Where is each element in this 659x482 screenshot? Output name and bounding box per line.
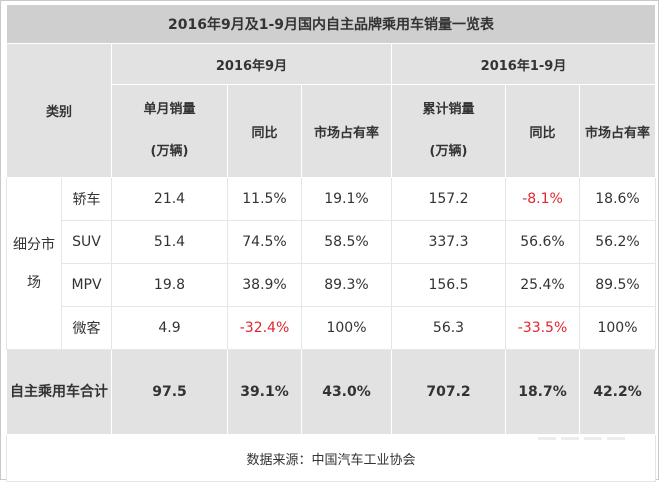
watermark-decoration (538, 429, 648, 447)
total-ytd-sales: 707.2 (391, 349, 506, 435)
total-label-text: 自主乘用车合计 (10, 384, 108, 400)
row-sep-sales: 19.8 (111, 263, 228, 307)
row-sep-share: 100% (301, 306, 392, 350)
header-sep-yoy: 同比 (227, 84, 302, 178)
header-monthly-sales-unit: (万辆) (150, 144, 189, 159)
row-ytd-share: 100% (579, 306, 656, 350)
row-sep-sales: 51.4 (111, 220, 228, 264)
header-monthly-sales-label: 单月销量 (143, 102, 196, 117)
header-cumulative-sales-label: 累计销量 (422, 102, 475, 117)
total-sep-yoy: 39.1% (227, 349, 302, 435)
watermark-dash (607, 436, 625, 440)
table-row: 细分市场 轿车 21.4 11.5% 19.1% 157.2 -8.1% 18.… (6, 177, 656, 350)
watermark-dash (584, 436, 602, 440)
row-sep-yoy: 11.5% (227, 177, 302, 221)
data-source: 数据来源：中国汽车工业协会 (6, 434, 656, 482)
header-cumulative-sales: 累计销量 (万辆) (391, 84, 506, 178)
total-sep-sales: 97.5 (111, 349, 228, 435)
table-row: 微客 4.9 -32.4% 100% 56.3 -33.5% 100% (7, 306, 656, 350)
row-sep-sales: 21.4 (111, 177, 228, 221)
segment-label: 细分市场 (6, 177, 62, 350)
row-sep-share: 58.5% (301, 220, 392, 264)
header-period-ytd: 2016年1-9月 (391, 43, 656, 85)
row-ytd-share: 89.5% (579, 263, 656, 307)
sales-table: 2016年9月及1-9月国内自主品牌乘用车销量一览表 类别 2016年9月 20… (6, 4, 656, 482)
row-type: 微客 (61, 306, 112, 350)
row-sep-share: 89.3% (301, 263, 392, 307)
header-sep-share: 市场占有率 (301, 84, 392, 178)
row-ytd-share: 56.2% (579, 220, 656, 264)
row-sep-yoy: 74.5% (227, 220, 302, 264)
table-row: SUV 51.4 74.5% 58.5% 337.3 56.6% 56.2% (7, 220, 656, 264)
watermark-dash (561, 436, 579, 440)
row-sep-yoy: -32.4% (227, 306, 302, 350)
row-ytd-sales: 337.3 (391, 220, 506, 264)
row-type: SUV (61, 220, 112, 264)
header-ytd-share: 市场占有率 (579, 84, 656, 178)
table-title: 2016年9月及1-9月国内自主品牌乘用车销量一览表 (6, 4, 656, 44)
header-cumulative-sales-unit: (万辆) (429, 144, 468, 159)
total-label: 自主乘用车合计 (6, 349, 112, 435)
row-ytd-yoy: -8.1% (505, 177, 580, 221)
segment-label-text: 细分市场 (13, 236, 55, 291)
watermark-dash (538, 436, 556, 440)
header-monthly-sales: 单月销量 (万辆) (111, 84, 228, 178)
row-ytd-sales: 56.3 (391, 306, 506, 350)
total-row: 自主乘用车合计 97.5 39.1% 43.0% 707.2 18.7% 42.… (6, 349, 656, 435)
row-ytd-sales: 157.2 (391, 177, 506, 221)
total-ytd-share: 42.2% (579, 349, 656, 435)
header-ytd-yoy: 同比 (505, 84, 580, 178)
header-period-sep: 2016年9月 (111, 43, 392, 85)
row-ytd-yoy: 25.4% (505, 263, 580, 307)
row-type: MPV (61, 263, 112, 307)
row-sep-share: 19.1% (301, 177, 392, 221)
header-category: 类别 (6, 43, 112, 178)
row-sep-yoy: 38.9% (227, 263, 302, 307)
total-sep-share: 43.0% (301, 349, 392, 435)
row-ytd-sales: 156.5 (391, 263, 506, 307)
row-ytd-yoy: 56.6% (505, 220, 580, 264)
table-row: MPV 19.8 38.9% 89.3% 156.5 25.4% 89.5% (7, 263, 656, 307)
row-sep-sales: 4.9 (111, 306, 228, 350)
row-ytd-yoy: -33.5% (505, 306, 580, 350)
total-ytd-yoy: 18.7% (505, 349, 580, 435)
row-type: 轿车 (61, 177, 112, 221)
row-ytd-share: 18.6% (579, 177, 656, 221)
